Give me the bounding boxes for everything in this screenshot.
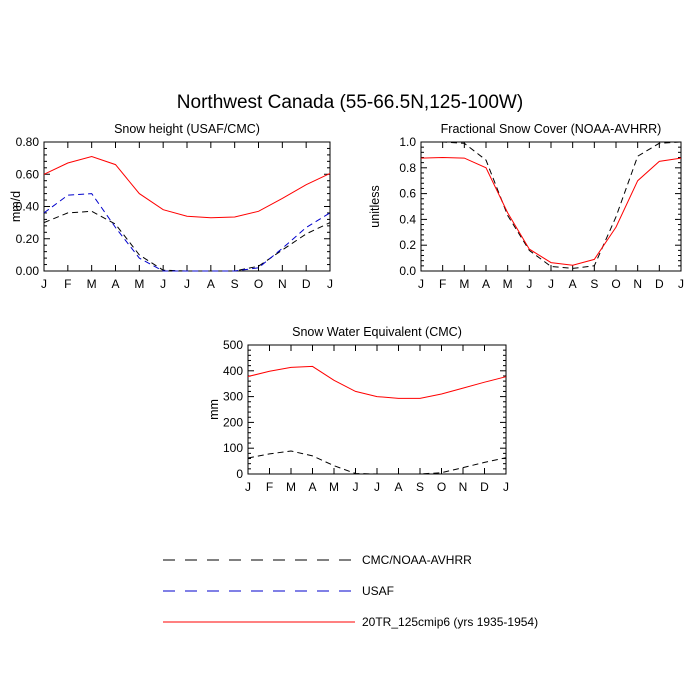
legend-label: 20TR_125cmip6 (yrs 1935-1954) xyxy=(362,615,538,629)
x-tick-label: F xyxy=(266,480,273,494)
series-line-20tr-125cmip6-yrs-1935-1954 xyxy=(420,156,682,266)
x-tick-label: N xyxy=(633,277,642,291)
x-tick-label: O xyxy=(611,277,620,291)
x-tick-label: A xyxy=(111,277,119,291)
series-line-cmc-noaa-avhrr xyxy=(421,141,682,269)
series-line-20tr-125cmip6-yrs-1935-1954 xyxy=(247,365,507,399)
x-tick-label: M xyxy=(87,277,97,291)
panel-title: Snow height (USAF/CMC) xyxy=(114,122,260,136)
plot-frame xyxy=(420,141,682,272)
x-tick-label: M xyxy=(459,277,469,291)
y-tick-label: 300 xyxy=(223,390,243,404)
y-tick-label: 0.8 xyxy=(399,161,416,175)
x-tick-label: J xyxy=(418,277,424,291)
y-tick-label: 0.80 xyxy=(16,135,40,149)
x-tick-label: J xyxy=(184,277,190,291)
x-tick-label: M xyxy=(286,480,296,494)
y-tick-label: 400 xyxy=(223,364,243,378)
x-tick-label: D xyxy=(302,277,311,291)
x-tick-label: J xyxy=(353,480,359,494)
y-tick-label: 0.20 xyxy=(16,232,40,246)
x-tick-label: N xyxy=(459,480,468,494)
legend-label: CMC/NOAA-AVHRR xyxy=(362,553,472,567)
y-axis-label: unitless xyxy=(368,185,382,227)
x-tick-label: J xyxy=(327,277,333,291)
x-tick-label: J xyxy=(526,277,532,291)
series-line-cmc-noaa-avhrr xyxy=(43,210,331,272)
x-tick-label: A xyxy=(569,277,577,291)
chart-panel-2: Fractional Snow Cover (NOAA-AVHRR) unitle… xyxy=(368,122,684,291)
y-tick-label: 0.0 xyxy=(399,264,416,278)
x-tick-label: F xyxy=(439,277,446,291)
figure-title: Northwest Canada (55-66.5N,125-100W) xyxy=(177,92,523,113)
legend: CMC/NOAA-AVHRR USAF 20TR_125cmip6 (yrs 193… xyxy=(163,553,538,629)
x-tick-label: A xyxy=(308,480,316,494)
x-tick-label: A xyxy=(207,277,215,291)
legend-label: USAF xyxy=(362,584,394,598)
series-line-20tr-125cmip6-yrs-1935-1954 xyxy=(43,155,331,219)
y-tick-label: 0.4 xyxy=(399,212,416,226)
y-tick-label: 0.40 xyxy=(16,200,40,214)
y-tick-label: 1.0 xyxy=(399,135,416,149)
chart-panels: Snow height (USAF/CMC)mm/dJ F M A M J J A S O N D J0… xyxy=(9,122,684,494)
x-tick-label: N xyxy=(278,277,287,291)
x-tick-label: J xyxy=(245,480,251,494)
x-tick-label: F xyxy=(64,277,71,291)
y-tick-label: 0.00 xyxy=(16,264,40,278)
x-tick-label: J xyxy=(678,277,684,291)
x-tick-label: D xyxy=(480,480,489,494)
y-tick-label: 0.60 xyxy=(16,167,40,181)
x-tick-label: J xyxy=(548,277,554,291)
panel-title: Fractional Snow Cover (NOAA-AVHRR) xyxy=(441,122,662,136)
x-tick-label: S xyxy=(231,277,239,291)
x-tick-label: J xyxy=(374,480,380,494)
chart-panel-1: Snow height (USAF/CMC)mm/dJ F M A M J J A S O N D J0… xyxy=(9,122,333,291)
y-tick-label: 100 xyxy=(223,441,243,455)
x-tick-label: D xyxy=(655,277,664,291)
y-tick-label: 0.2 xyxy=(399,238,416,252)
x-tick-label: S xyxy=(416,480,424,494)
y-axis-label: mm xyxy=(207,399,221,420)
x-tick-label: J xyxy=(503,480,509,494)
x-tick-label: M xyxy=(134,277,144,291)
x-tick-label: A xyxy=(394,480,402,494)
x-tick-label: J xyxy=(41,277,47,291)
series-line-usaf xyxy=(43,193,331,272)
x-tick-label: O xyxy=(254,277,263,291)
panel-title: Snow Water Equivalent (CMC) xyxy=(292,325,462,339)
plot-frame xyxy=(43,141,331,272)
x-tick-label: S xyxy=(590,277,598,291)
y-tick-label: 0.6 xyxy=(399,187,416,201)
y-tick-label: 500 xyxy=(223,338,243,352)
x-tick-label: J xyxy=(160,277,166,291)
x-tick-label: M xyxy=(503,277,513,291)
chart-panel-3: Snow Water Equivalent (CMC)mmJ F M A M J J A S O N… xyxy=(207,325,509,494)
x-tick-label: M xyxy=(329,480,339,494)
x-tick-label: O xyxy=(437,480,446,494)
x-tick-label: A xyxy=(482,277,490,291)
series-line-cmc-noaa-avhrr xyxy=(247,450,507,475)
y-tick-label: 0 xyxy=(236,467,243,481)
y-tick-label: 200 xyxy=(223,415,243,429)
plot-frame xyxy=(247,344,507,475)
y-axis-label: mm/d xyxy=(9,191,23,222)
